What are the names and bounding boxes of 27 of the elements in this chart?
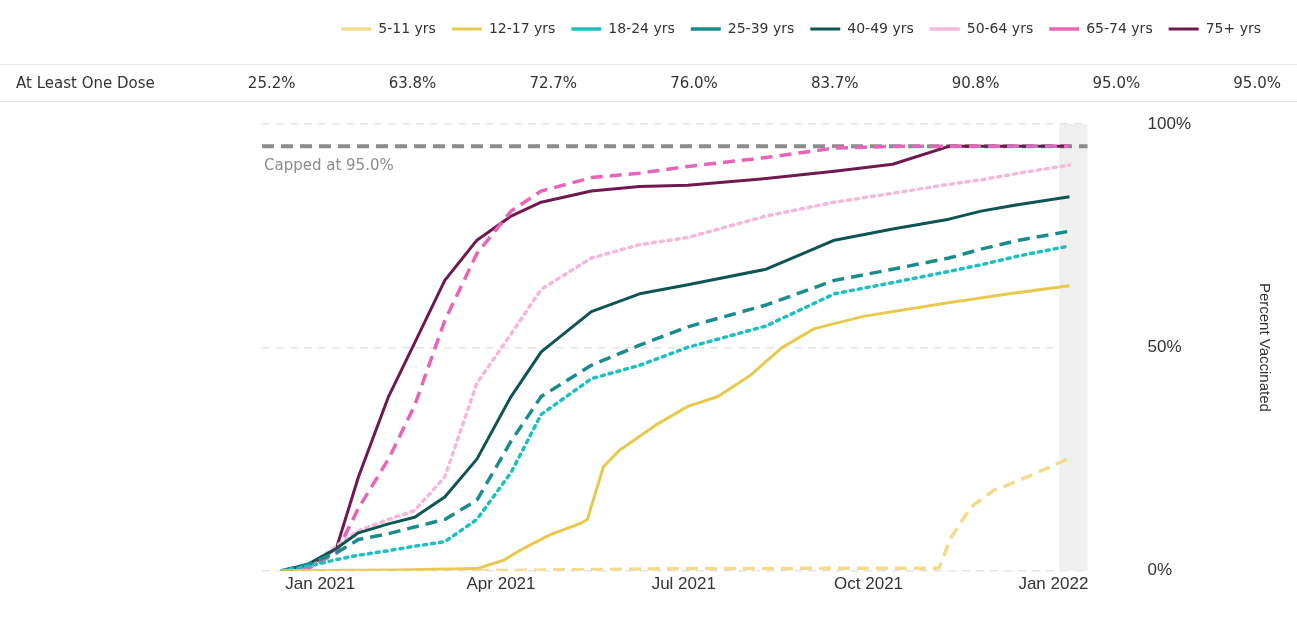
x-tick-label: Jan 2021 xyxy=(285,573,356,593)
legend-label: 65-74 yrs xyxy=(1086,19,1153,36)
ref-line-label: Capped at 95.0% xyxy=(264,155,394,174)
legend-label: 18-24 yrs xyxy=(608,19,675,36)
text: 95.0% xyxy=(1092,74,1141,92)
y-tick-label: 100% xyxy=(1147,113,1191,133)
x-tick-label: Jan 2022 xyxy=(1018,573,1089,593)
y-axis-title: Percent Vaccinated xyxy=(1256,282,1274,412)
x-tick-label: Apr 2021 xyxy=(466,573,536,593)
legend-label: 12-17 yrs xyxy=(488,19,556,36)
legend-label: 5-11 yrs xyxy=(378,19,436,36)
text: 63.8% xyxy=(388,74,437,92)
x-tick-label: Oct 2021 xyxy=(834,573,904,593)
y-tick-label: 50% xyxy=(1147,337,1182,357)
legend-label: 25-39 yrs xyxy=(727,19,795,36)
x-tick-label: Jul 2021 xyxy=(651,573,716,593)
text: At Least One Dose xyxy=(16,74,155,92)
legend-label: 40-49 yrs xyxy=(847,19,914,36)
text: 90.8% xyxy=(951,74,1000,92)
text: 25.2% xyxy=(247,74,296,92)
text: 76.0% xyxy=(670,74,718,92)
text: 72.7% xyxy=(529,74,578,92)
text: 83.7% xyxy=(810,74,859,92)
legend-label: 50-64 yrs xyxy=(966,19,1034,36)
text: 95.0% xyxy=(1233,74,1281,92)
y-tick-label: 0% xyxy=(1147,560,1173,580)
legend-label: 75+ yrs xyxy=(1205,19,1262,36)
